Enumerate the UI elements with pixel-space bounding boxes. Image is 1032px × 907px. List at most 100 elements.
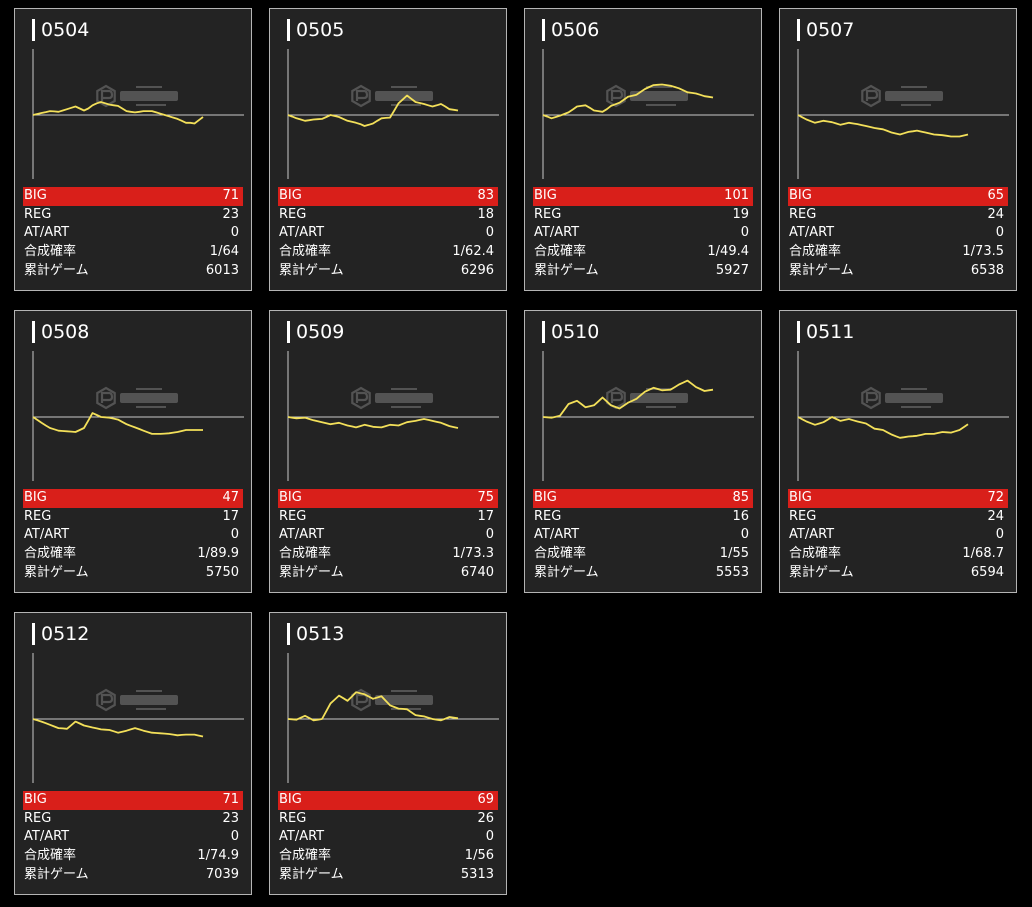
stats-table: BIG 47 REG 17 AT/ART 0 合成確率 1/89.9 累計ゲーム 5750 <box>23 489 243 582</box>
machine-card[interactable]: 0508 BIG 47 REG 17 AT/ART 0 合成確率 1/89.9 累計ゲーム 5750 <box>14 310 252 593</box>
at-art-row-label: AT/ART <box>789 225 835 241</box>
reg-row-value: 18 <box>477 206 494 222</box>
combined-rate-row: 合成確率 1/55 <box>533 545 753 564</box>
ps-cube-logo-icon <box>861 84 943 108</box>
machine-number: 0506 <box>551 19 600 41</box>
reg-row-label: REG <box>789 206 817 222</box>
machine-card[interactable]: 0506 BIG 101 REG 19 AT/ART 0 合成確率 1/49.4 累計ゲーム 592… <box>524 8 762 291</box>
big-row-value: 101 <box>724 188 749 203</box>
total-games-row: 累計ゲーム 6594 <box>788 564 1008 583</box>
total-games-row: 累計ゲーム 5553 <box>533 564 753 583</box>
combined-rate-row: 合成確率 1/89.9 <box>23 545 243 564</box>
total-games-row-label: 累計ゲーム <box>279 866 344 882</box>
at-art-row: AT/ART 0 <box>788 224 1008 243</box>
reg-row: REG 17 <box>23 508 243 527</box>
stats-table: BIG 65 REG 24 AT/ART 0 合成確率 1/73.5 累計ゲーム 6538 <box>788 187 1008 280</box>
total-games-row-value: 6296 <box>460 262 494 278</box>
at-art-row-value: 0 <box>485 225 494 241</box>
slump-line <box>287 691 459 722</box>
slump-line <box>542 379 714 419</box>
big-row-value: 83 <box>477 188 494 203</box>
big-row-label: BIG <box>789 188 812 203</box>
at-art-row: AT/ART 0 <box>23 224 243 243</box>
machine-card[interactable]: 0510 BIG 85 REG 16 AT/ART 0 合成確率 1/55 累計ゲーム 5553 <box>524 310 762 593</box>
combined-rate-row-label: 合成確率 <box>789 244 842 260</box>
machine-card[interactable]: 0512 BIG 71 REG 23 AT/ART 0 合成確率 1/74.9 累計ゲーム 7039 <box>14 612 252 895</box>
slump-line <box>797 416 969 439</box>
big-row: BIG 65 <box>788 187 1008 206</box>
machine-card[interactable]: 0504 BIG 71 REG 23 AT/ART 0 合成確率 1/64 累計ゲーム 6013 <box>14 8 252 291</box>
reg-row: REG 16 <box>533 508 753 527</box>
combined-rate-row-value: 1/68.7 <box>962 546 1004 562</box>
combined-rate-row-value: 1/56 <box>464 848 494 864</box>
slump-line <box>32 412 203 435</box>
logo-p <box>100 693 114 705</box>
reg-row-value: 17 <box>477 508 494 524</box>
machine-card[interactable]: 0511 BIG 72 REG 24 AT/ART 0 合成確率 1/68.7 累計ゲーム 6594 <box>779 310 1017 593</box>
combined-rate-row-value: 1/64 <box>209 244 239 260</box>
combined-rate-row-value: 1/55 <box>719 546 749 562</box>
at-art-row: AT/ART 0 <box>533 224 753 243</box>
total-games-row-label: 累計ゲーム <box>789 564 854 580</box>
at-art-row-value: 0 <box>485 829 494 845</box>
logo-subtext-bottom <box>391 406 421 408</box>
logo-subtext-bottom <box>901 406 931 408</box>
reg-row-label: REG <box>789 508 817 524</box>
big-row: BIG 71 <box>23 187 243 206</box>
stats-table: BIG 83 REG 18 AT/ART 0 合成確率 1/62.4 累計ゲーム 6296 <box>278 187 498 280</box>
machine-card[interactable]: 0513 BIG 69 REG 26 AT/ART 0 合成確率 1/56 累計ゲーム 5313 <box>269 612 507 895</box>
title-marker <box>542 321 545 343</box>
ps-cube-logo-icon <box>606 84 688 108</box>
at-art-row-label: AT/ART <box>789 527 835 543</box>
big-row-value: 85 <box>732 490 749 505</box>
slump-graph <box>287 351 499 481</box>
big-row: BIG 101 <box>533 187 753 206</box>
big-row: BIG 47 <box>23 489 243 508</box>
combined-rate-row: 合成確率 1/74.9 <box>23 847 243 866</box>
total-games-row: 累計ゲーム 6013 <box>23 262 243 281</box>
ps-cube-logo-icon <box>96 688 178 712</box>
reg-row-value: 19 <box>732 206 749 222</box>
reg-row: REG 23 <box>23 810 243 829</box>
total-games-row-label: 累計ゲーム <box>24 262 89 278</box>
reg-row-value: 26 <box>477 810 494 826</box>
big-row-value: 69 <box>477 792 494 807</box>
slump-line <box>32 101 204 125</box>
total-games-row-value: 5313 <box>460 866 494 882</box>
logo-p <box>865 89 879 101</box>
machine-card[interactable]: 0505 BIG 83 REG 18 AT/ART 0 合成確率 1/62.4 累計ゲーム 6296 <box>269 8 507 291</box>
big-row-value: 72 <box>987 490 1004 505</box>
at-art-row-value: 0 <box>230 225 239 241</box>
total-games-row: 累計ゲーム 5927 <box>533 262 753 281</box>
total-games-row-value: 5927 <box>715 262 749 278</box>
at-art-row: AT/ART 0 <box>23 828 243 847</box>
machine-card[interactable]: 0509 BIG 75 REG 17 AT/ART 0 合成確率 1/73.3 累計ゲーム 6740 <box>269 310 507 593</box>
logo-hexagon <box>96 688 116 712</box>
logo-wordmark <box>120 91 178 101</box>
reg-row-label: REG <box>279 810 307 826</box>
machine-card[interactable]: 0507 BIG 65 REG 24 AT/ART 0 合成確率 1/73.5 累計ゲーム 6538 <box>779 8 1017 291</box>
big-row-label: BIG <box>279 490 302 505</box>
reg-row-label: REG <box>534 508 562 524</box>
machine-number: 0507 <box>806 19 855 41</box>
logo-p <box>865 391 879 403</box>
big-row-label: BIG <box>534 188 557 203</box>
logo-wordmark <box>630 393 688 403</box>
at-art-row-label: AT/ART <box>534 527 580 543</box>
slump-line <box>32 718 204 738</box>
reg-row-label: REG <box>24 810 52 826</box>
total-games-row: 累計ゲーム 5750 <box>23 564 243 583</box>
reg-row-label: REG <box>24 508 52 524</box>
logo-hexagon <box>861 84 881 108</box>
slump-graph <box>542 49 754 179</box>
stats-table: BIG 85 REG 16 AT/ART 0 合成確率 1/55 累計ゲーム 5553 <box>533 489 753 582</box>
combined-rate-row: 合成確率 1/68.7 <box>788 545 1008 564</box>
slump-graph <box>32 351 244 481</box>
logo-wordmark <box>375 393 433 403</box>
reg-row: REG 18 <box>278 206 498 225</box>
slump-graph <box>287 653 499 783</box>
ps-cube-logo-icon <box>351 84 433 108</box>
at-art-row-value: 0 <box>740 225 749 241</box>
machine-number: 0505 <box>296 19 345 41</box>
total-games-row-value: 5750 <box>205 564 239 580</box>
